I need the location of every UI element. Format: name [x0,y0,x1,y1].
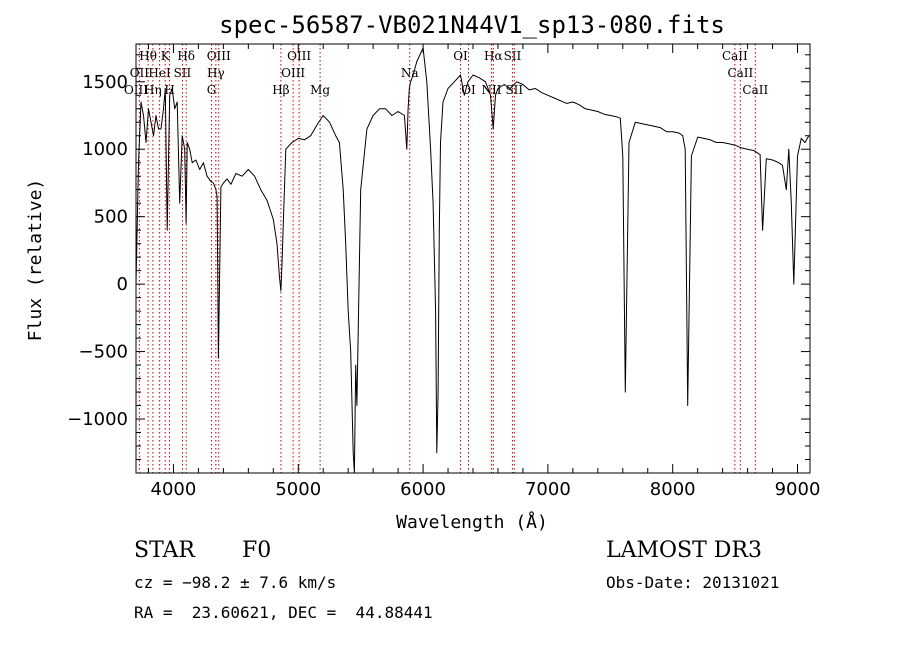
spectral-line-label: Na [401,66,419,80]
spectral-line-label: OIII [281,66,305,80]
x-tick-label: 9000 [775,479,821,500]
survey-name: LAMOST DR3 [606,538,762,563]
spectral-line-label: HeI [148,66,171,80]
spectrum-line [135,47,810,474]
spectral-line-label: CaII [722,49,748,63]
x-tick-label: 6000 [400,479,446,500]
x-tick-label: 7000 [525,479,571,500]
spectral-line-label: Hδ [177,49,195,63]
x-axis-ticks: 4000 5000 6000 7000 8000 9000 [147,44,821,500]
y-tick-label: −500 [79,342,128,363]
y-tick-label: 1500 [82,72,128,93]
y-axis-ticks: −1000 −500 0 500 1000 1500 [67,54,810,461]
y-tick-label: 500 [94,207,128,228]
spectral-line-label: Hα [484,49,503,63]
spectral-line-label: H [164,83,174,97]
spectral-line-label: Hβ [272,83,289,97]
y-tick-label: −1000 [67,409,128,430]
spectral-line-label: Hγ [207,66,225,80]
y-tick-label: 1000 [82,139,128,160]
spectral-line-label: NII [481,83,501,97]
coordinates: RA = 23.60621, DEC = 44.88441 [134,603,433,622]
spectral-line-label: SII [504,49,522,63]
x-tick-label: 8000 [650,479,696,500]
spectral-line-label: Mg [310,83,330,97]
x-tick-label: 5000 [275,479,321,500]
chart-title: spec-56587-VB021N44V1_sp13-080.fits [219,11,725,39]
y-tick-label: 0 [117,274,128,295]
spectral-line-label: OIII [207,49,231,63]
spectral-line-label: OI [453,49,468,63]
spectral-line-label: Hη [144,83,162,97]
spectrum-series [135,47,810,474]
spectral-line-label: OIII [287,49,311,63]
spectral-line-label: SII [174,66,192,80]
y-axis-label: Flux (relative) [25,179,46,342]
spectral-line-label: K [161,49,171,63]
observation-date: Obs-Date: 20131021 [606,573,780,592]
spectral-line-label: CaII [727,66,753,80]
spectral-line-label: G [207,83,217,97]
x-axis-label: Wavelength (Å) [396,511,548,533]
x-tick-label: 4000 [151,479,197,500]
plot-frame [135,43,811,474]
object-subclass: F0 [242,538,272,563]
spectral-line-label: Hθ [139,49,157,63]
object-class: STAR [134,538,195,563]
redshift-velocity: cz = −98.2 ± 7.6 km/s [134,573,337,592]
spectral-line-label: SII [505,83,523,97]
spectral-line-label: CaII [742,83,768,97]
spectral-line-label: OII [130,66,150,80]
